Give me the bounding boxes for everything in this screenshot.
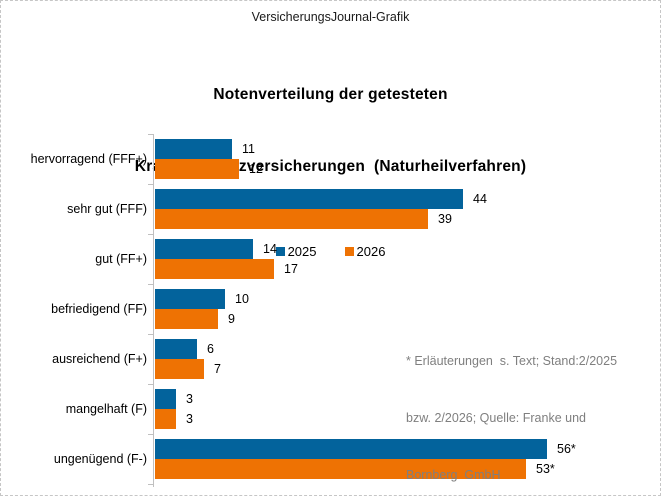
bar-line-2025: 6	[155, 339, 221, 359]
bar-line-2025: 11	[155, 139, 263, 159]
bar-pair: 11 12	[155, 139, 263, 179]
category-row: ausreichend (F+) 6 7	[1, 334, 660, 384]
category-label: ungenügend (F-)	[53, 452, 147, 466]
legend: 2025 2026	[1, 244, 660, 259]
bar-line-2025: 44	[155, 189, 487, 209]
bar-2026	[155, 359, 204, 379]
bar-2025	[155, 389, 176, 409]
category-label: mangelhaft (F)	[65, 402, 147, 416]
category-label: sehr gut (FFF)	[67, 202, 147, 216]
legend-item-2026: 2026	[344, 244, 386, 259]
axis-tick	[148, 484, 153, 485]
bar-line-2026: 12	[155, 159, 263, 179]
bar-line-2026: 3	[155, 409, 193, 429]
bar-line-2026: 39	[155, 209, 487, 229]
bar-pair: 56* 53*	[155, 439, 576, 479]
bar-2026	[155, 159, 239, 179]
bar-2025	[155, 289, 225, 309]
value-label: 3	[186, 412, 193, 426]
value-label: 3	[186, 392, 193, 406]
bar-pair: 10 9	[155, 289, 249, 329]
legend-swatch-2026	[344, 247, 354, 256]
category-label: ausreichend (F+)	[52, 352, 147, 366]
legend-item-2025: 2025	[275, 244, 317, 259]
legend-label-2025: 2025	[287, 244, 317, 259]
brand-caption: VersicherungsJournal-Grafik	[251, 10, 410, 24]
value-label: 6	[207, 342, 214, 356]
value-label: 10	[235, 292, 249, 306]
source-annotation-line1: * Erläuterungen s. Text; Stand:2/2025	[406, 354, 618, 368]
bar-line-2025: 10	[155, 289, 249, 309]
legend-swatch-2025	[275, 247, 285, 256]
value-label: 39	[438, 212, 452, 226]
source-annotation-line3: Bornberg GmbH	[406, 468, 501, 482]
value-label: 44	[473, 192, 487, 206]
category-row: befriedigend (FF) 10 9	[1, 284, 660, 334]
bar-pair: 44 39	[155, 189, 487, 229]
category-row: ungenügend (F-) 56* 53*	[1, 434, 660, 484]
category-row: mangelhaft (F) 3 3	[1, 384, 660, 434]
category-label: gut (FF+)	[95, 252, 147, 266]
value-label: 17	[284, 262, 298, 276]
bar-rows: hervorragend (FFF+) 11 12 sehr gut (FFF) 44 3…	[1, 131, 660, 484]
bar-2025	[155, 189, 463, 209]
bar-pair: 14 17	[155, 239, 298, 279]
value-label: 53*	[536, 462, 555, 476]
bar-line-2025: 56*	[155, 439, 576, 459]
bar-2026	[155, 409, 176, 429]
source-annotation-line2: bzw. 2/2026; Quelle: Franke und	[406, 411, 586, 425]
category-label: befriedigend (FF)	[51, 302, 147, 316]
bar-line-2026: 53*	[155, 459, 576, 479]
bar-2026	[155, 259, 274, 279]
bar-2026	[155, 459, 526, 479]
bar-2025	[155, 339, 197, 359]
bar-2025	[155, 439, 547, 459]
bar-2025	[155, 239, 253, 259]
value-label: 9	[228, 312, 235, 326]
chart-title-line1: Notenverteilung der getesteten	[213, 86, 448, 103]
category-row: gut (FF+) 14 17	[1, 234, 660, 284]
bar-line-2026: 9	[155, 309, 249, 329]
bar-line-2025: 14	[155, 239, 298, 259]
category-label: hervorragend (FFF+)	[30, 152, 147, 166]
bar-2026	[155, 209, 428, 229]
bar-line-2025: 3	[155, 389, 193, 409]
value-label: 11	[242, 142, 255, 156]
value-label: 7	[214, 362, 221, 376]
bar-2025	[155, 139, 232, 159]
bar-line-2026: 7	[155, 359, 221, 379]
source-annotation: * Erläuterungen s. Text; Stand:2/2025 bz…	[406, 314, 618, 495]
value-label: 14	[263, 242, 277, 256]
legend-label-2026: 2026	[356, 244, 386, 259]
category-row: sehr gut (FFF) 44 39	[1, 184, 660, 234]
value-label: 12	[249, 162, 263, 176]
bar-line-2026: 17	[155, 259, 298, 279]
value-label: 56*	[557, 442, 576, 456]
category-row: hervorragend (FFF+) 11 12	[1, 134, 660, 184]
bar-2026	[155, 309, 218, 329]
